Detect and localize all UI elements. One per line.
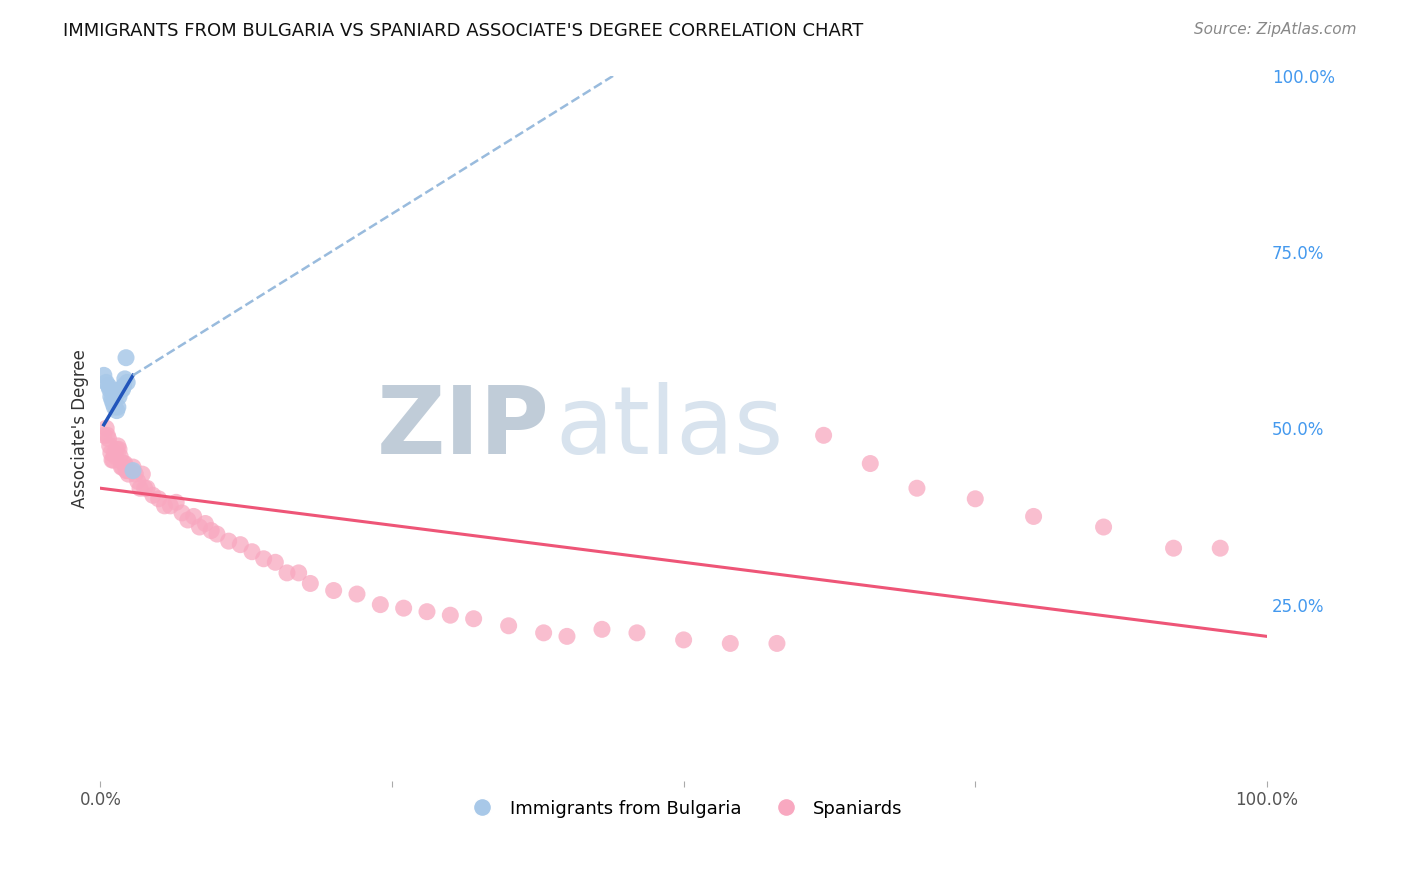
- Point: [104, 450, 127, 464]
- Point: [110, 460, 132, 475]
- Point: [672, 632, 695, 647]
- Point: [108, 450, 131, 464]
- Point: [229, 538, 252, 552]
- Point: [118, 464, 141, 478]
- Point: [240, 545, 263, 559]
- Point: [533, 625, 555, 640]
- Point: [463, 612, 485, 626]
- Point: [114, 372, 136, 386]
- Point: [1163, 541, 1185, 556]
- Point: [276, 566, 298, 580]
- Point: [108, 390, 131, 404]
- Point: [813, 428, 835, 442]
- Point: [134, 481, 156, 495]
- Point: [98, 439, 121, 453]
- Point: [148, 491, 170, 506]
- Point: [142, 488, 165, 502]
- Point: [205, 527, 228, 541]
- Y-axis label: Associate's Degree: Associate's Degree: [72, 349, 89, 508]
- Point: [96, 428, 118, 442]
- Point: [111, 383, 134, 397]
- Text: ZIP: ZIP: [377, 383, 550, 475]
- Point: [218, 534, 240, 549]
- Point: [105, 403, 128, 417]
- Point: [115, 376, 138, 390]
- Point: [101, 453, 124, 467]
- Point: [97, 379, 120, 393]
- Point: [1022, 509, 1045, 524]
- Point: [591, 623, 613, 637]
- Point: [498, 619, 520, 633]
- Point: [120, 464, 142, 478]
- Point: [108, 442, 131, 457]
- Point: [766, 636, 789, 650]
- Point: [103, 446, 125, 460]
- Point: [93, 428, 115, 442]
- Point: [97, 432, 120, 446]
- Point: [122, 460, 145, 475]
- Point: [103, 400, 125, 414]
- Point: [93, 368, 115, 383]
- Point: [439, 608, 461, 623]
- Point: [115, 464, 138, 478]
- Text: Source: ZipAtlas.com: Source: ZipAtlas.com: [1194, 22, 1357, 37]
- Point: [165, 495, 187, 509]
- Point: [392, 601, 415, 615]
- Point: [368, 598, 391, 612]
- Point: [1209, 541, 1232, 556]
- Point: [98, 383, 121, 397]
- Point: [111, 460, 134, 475]
- Point: [626, 625, 648, 640]
- Point: [905, 481, 928, 495]
- Legend: Immigrants from Bulgaria, Spaniards: Immigrants from Bulgaria, Spaniards: [457, 792, 910, 825]
- Point: [107, 439, 129, 453]
- Point: [136, 481, 159, 495]
- Point: [129, 481, 152, 495]
- Point: [104, 390, 127, 404]
- Point: [96, 421, 118, 435]
- Point: [188, 520, 211, 534]
- Point: [110, 383, 132, 397]
- Point: [100, 446, 122, 460]
- Point: [112, 457, 135, 471]
- Point: [96, 376, 118, 390]
- Point: [112, 379, 135, 393]
- Point: [346, 587, 368, 601]
- Point: [287, 566, 309, 580]
- Point: [159, 499, 181, 513]
- Point: [1092, 520, 1115, 534]
- Point: [131, 467, 153, 482]
- Point: [114, 457, 136, 471]
- Point: [200, 524, 222, 538]
- Point: [127, 474, 149, 488]
- Point: [299, 576, 322, 591]
- Point: [177, 513, 200, 527]
- Point: [107, 400, 129, 414]
- Point: [718, 636, 741, 650]
- Point: [103, 453, 125, 467]
- Point: [555, 629, 578, 643]
- Point: [183, 509, 205, 524]
- Point: [253, 551, 276, 566]
- Point: [122, 464, 145, 478]
- Point: [115, 464, 138, 478]
- Point: [264, 555, 287, 569]
- Point: [859, 457, 882, 471]
- Point: [322, 583, 344, 598]
- Point: [101, 392, 124, 407]
- Text: atlas: atlas: [555, 383, 783, 475]
- Point: [965, 491, 987, 506]
- Point: [103, 396, 125, 410]
- Point: [170, 506, 193, 520]
- Text: IMMIGRANTS FROM BULGARIA VS SPANIARD ASSOCIATE'S DEGREE CORRELATION CHART: IMMIGRANTS FROM BULGARIA VS SPANIARD ASS…: [63, 22, 863, 40]
- Point: [117, 467, 139, 482]
- Point: [115, 351, 138, 365]
- Point: [194, 516, 217, 531]
- Point: [108, 383, 131, 397]
- Point: [124, 467, 146, 482]
- Point: [416, 605, 439, 619]
- Point: [153, 499, 176, 513]
- Point: [105, 442, 128, 457]
- Point: [100, 390, 122, 404]
